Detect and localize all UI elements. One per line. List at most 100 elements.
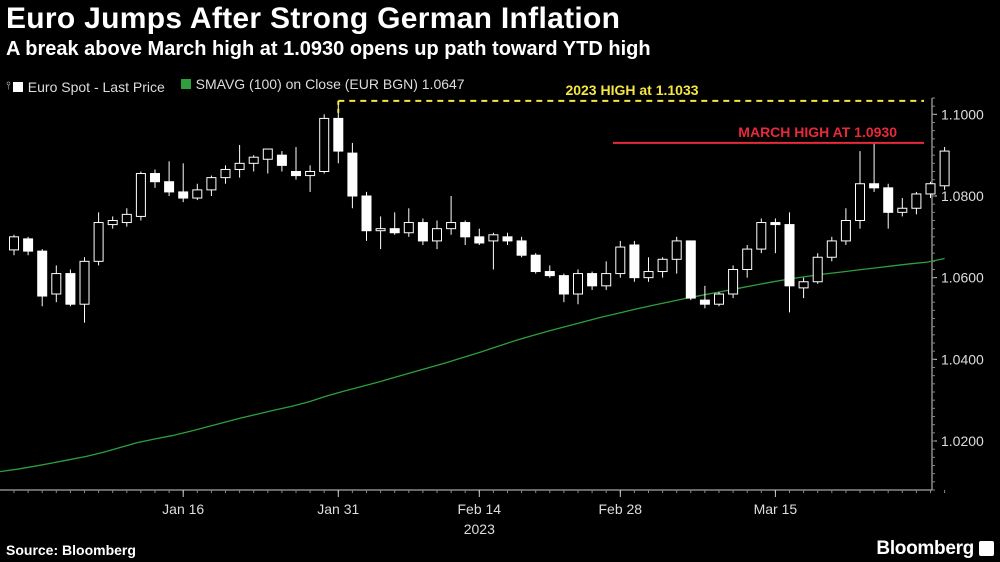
candle [573,269,583,305]
y-tick-label: 1.0600 [941,270,984,286]
candle-body-down [389,228,400,234]
candle-body-up [925,183,936,195]
candle [432,220,442,250]
candle [347,142,358,209]
candle-body-up [573,273,583,295]
bloomberg-terminal-icon [979,541,994,556]
candle [756,218,767,254]
chart-axes: 1.0200 1.0400 1.0600 1.0800 1.1000 Jan 16 Jan … [0,97,984,537]
candle [474,228,485,245]
x-tick-label: Feb 14 [458,501,502,517]
chart-title: Euro Jumps After Strong German Inflation [6,2,621,35]
sma-series [0,257,945,473]
candle-body-up [939,150,950,187]
candle [558,273,569,303]
candle-body-down [178,191,189,199]
candle-body-down [869,183,880,189]
candle [826,236,837,262]
candle [587,271,598,290]
legend-item-price: ⫯ Euro Spot - Last Price [6,79,165,95]
candle [375,216,386,250]
candle [685,240,696,301]
candle-body-up [826,240,837,258]
candle [869,142,880,192]
candle [361,191,372,241]
candle-body-up [9,236,19,251]
legend-swatch-price [12,81,23,92]
y-tick-label: 1.1000 [941,106,984,122]
candle [911,191,922,215]
candle-body-up [840,220,851,242]
candle-body-up [714,293,724,305]
candle [601,261,612,290]
candle [403,208,414,237]
candle [37,249,48,307]
candle-body-down [37,250,48,297]
candle-body-up [855,183,865,221]
candle [446,196,457,235]
x-tick-label: Mar 15 [754,501,798,517]
ytd-high-label: 2023 HIGH at 1.1033 [565,82,698,98]
candle [657,257,668,278]
candle [770,218,781,254]
x-tick-label: Jan 31 [317,501,359,517]
candle [262,148,273,174]
candle [319,114,330,174]
candle [150,169,160,188]
candle [276,151,287,172]
candle-body-up [121,213,132,224]
candle-body-down [417,222,428,242]
candle [107,216,118,229]
candle-body-down [516,240,527,256]
candle [502,232,513,245]
candle-body-up [615,246,626,275]
legend-candle-icon: ⫯ [6,80,11,92]
candle [615,240,626,278]
candle-body-up [742,248,753,270]
candle-body-up [319,117,330,172]
candle [417,218,428,245]
candle-body-up [488,234,499,242]
candle [643,257,654,282]
candle [79,257,90,323]
candles-series [9,100,950,323]
candle-body-up [375,228,386,232]
candle [784,212,795,313]
candle-body-up [897,207,908,213]
x-tick-label: Jan 16 [162,501,204,517]
legend: ⫯ Euro Spot - Last Price SMAVG (100) on … [6,76,477,95]
candle-body-up [756,222,767,250]
candle-body-up [601,273,612,287]
candle-body-down [361,195,372,232]
candle [629,240,640,282]
candle [714,291,724,307]
candle-body-up [220,168,231,179]
candle [728,265,739,299]
candle [840,208,851,245]
legend-swatch-sma [180,79,191,89]
candle [516,236,527,258]
candle-body-down [23,238,34,252]
candle-body-down [883,187,894,213]
candle [220,165,231,184]
candle-body-down [770,222,781,226]
candle [742,245,753,278]
candle [291,147,301,180]
candle-body-up [812,256,823,283]
candle-body-down [530,254,541,273]
candle-body-up [798,281,809,289]
candle [883,183,894,229]
candle [699,285,710,309]
x-tick-label: Feb 28 [599,501,643,517]
candle [9,234,19,256]
candle-body-up [206,177,217,191]
candle-body-up [262,148,273,160]
candle-body-down [629,244,640,279]
candle [812,253,823,284]
candle [206,175,217,196]
candle-body-up [192,189,203,199]
candle [305,165,316,192]
legend-item-sma: SMAVG (100) on Close (EUR BGN) 1.0647 [180,76,465,92]
candle-body-down [347,152,358,197]
